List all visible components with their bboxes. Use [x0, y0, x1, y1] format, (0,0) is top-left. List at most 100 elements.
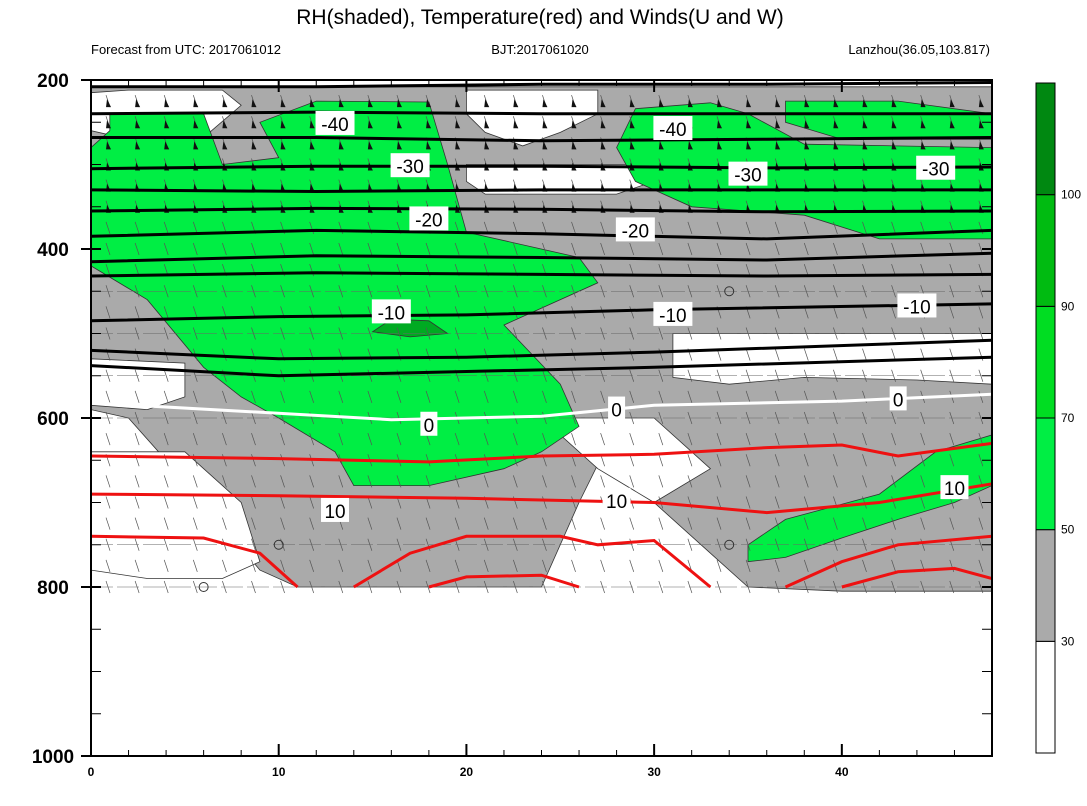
wind-barb — [920, 411, 926, 425]
wind-barb — [949, 433, 955, 446]
wind-pennant — [542, 99, 548, 108]
wind-barb — [891, 559, 896, 572]
colorbar-label: 50 — [1061, 523, 1075, 537]
wind-barb — [629, 433, 635, 446]
wind-barb — [338, 433, 344, 446]
wind-barb — [134, 390, 140, 403]
wind-barb — [134, 348, 140, 361]
contour-label-box — [615, 217, 655, 242]
wind-barb — [454, 390, 460, 403]
wind-pennant — [222, 120, 228, 129]
wind-pennant — [804, 120, 810, 129]
wind-barb — [280, 559, 285, 572]
wind-pennant — [193, 141, 199, 150]
colorbar-swatch — [1035, 529, 1056, 642]
wind-barb — [658, 559, 664, 572]
wind-barb — [105, 242, 111, 256]
wind-barb — [513, 517, 518, 530]
wind-pennant — [978, 120, 984, 129]
wind-barb — [542, 242, 547, 256]
wind-barb — [774, 264, 780, 277]
wind-pennant — [862, 120, 868, 129]
wind-barb — [192, 433, 198, 446]
wind-barb — [862, 348, 867, 361]
wind-barb — [803, 496, 809, 509]
wind-barb — [891, 411, 896, 425]
wind-barb — [483, 242, 489, 256]
colorbar-label: 30 — [1061, 634, 1075, 648]
wind-barb — [920, 580, 926, 594]
wind-barb — [163, 496, 169, 509]
wind-pennant — [571, 99, 577, 108]
wind-barb — [280, 475, 285, 488]
wind-barb — [833, 517, 838, 530]
wind-barb — [745, 496, 751, 509]
colorbar-label: 100 — [1061, 188, 1081, 202]
wind-barb — [425, 454, 431, 467]
wind-barb — [367, 496, 373, 509]
wind-barb — [163, 411, 169, 425]
contour-label-box — [728, 161, 768, 186]
wind-pennant — [106, 120, 112, 129]
wind-pennant — [891, 120, 897, 129]
wind-pennant — [455, 141, 461, 150]
wind-barb — [716, 221, 722, 234]
wind-barb — [687, 390, 693, 403]
wind-barb — [425, 242, 431, 256]
contour-label: 10 — [606, 492, 627, 513]
wind-barb — [222, 559, 227, 572]
wind-barb — [483, 559, 489, 572]
wind-barb — [513, 242, 518, 256]
chart-subtitle-forecast: Forecast from UTC: 2017061012 — [91, 42, 281, 57]
calm-wind-circle — [198, 582, 209, 592]
wind-barb — [891, 517, 896, 530]
wind-pennant — [309, 99, 315, 108]
wind-pennant — [775, 99, 781, 108]
wind-barb — [222, 454, 227, 467]
wind-pennant — [193, 99, 199, 108]
wind-pennant — [280, 120, 286, 129]
wind-barb — [833, 348, 838, 361]
wind-barb — [920, 242, 926, 256]
wind-barb — [774, 454, 780, 467]
wind-barb — [251, 496, 256, 509]
wind-pennant — [804, 99, 810, 108]
wind-pennant — [600, 120, 606, 129]
temperature-contour — [91, 228, 992, 241]
wind-barb — [396, 475, 402, 488]
wind-barb — [280, 454, 285, 467]
wind-pennant — [484, 99, 490, 108]
wind-barb — [571, 559, 576, 572]
wind-pennant — [746, 120, 752, 129]
calm-wind-circle — [724, 286, 735, 297]
wind-barb — [658, 475, 664, 488]
wind-barb — [658, 242, 664, 256]
wind-barb — [716, 475, 722, 488]
wind-barb — [978, 390, 984, 403]
contour-label-box — [653, 116, 693, 141]
wind-barb — [425, 580, 431, 594]
wind-pennant — [135, 141, 141, 150]
contour-label: 0 — [611, 401, 622, 422]
wind-barb — [658, 390, 664, 403]
wind-barb — [251, 390, 256, 403]
wind-pennant — [687, 99, 693, 108]
wind-barb — [862, 559, 867, 572]
wind-pennant — [367, 99, 373, 108]
wind-barb — [542, 559, 547, 572]
wind-barb — [687, 475, 693, 488]
wind-barb — [134, 306, 140, 319]
wind-barb — [949, 306, 955, 319]
wind-barb — [542, 475, 547, 488]
wind-pennant — [484, 120, 490, 129]
wind-barb — [745, 390, 751, 403]
wind-barb — [745, 517, 751, 530]
wind-pennant — [600, 99, 606, 108]
temperature-isoline — [841, 566, 992, 589]
wind-barb — [774, 221, 780, 234]
wind-barb — [716, 264, 722, 277]
contour-label: 0 — [893, 390, 904, 411]
wind-barb — [716, 242, 722, 256]
wind-barb — [396, 517, 402, 530]
